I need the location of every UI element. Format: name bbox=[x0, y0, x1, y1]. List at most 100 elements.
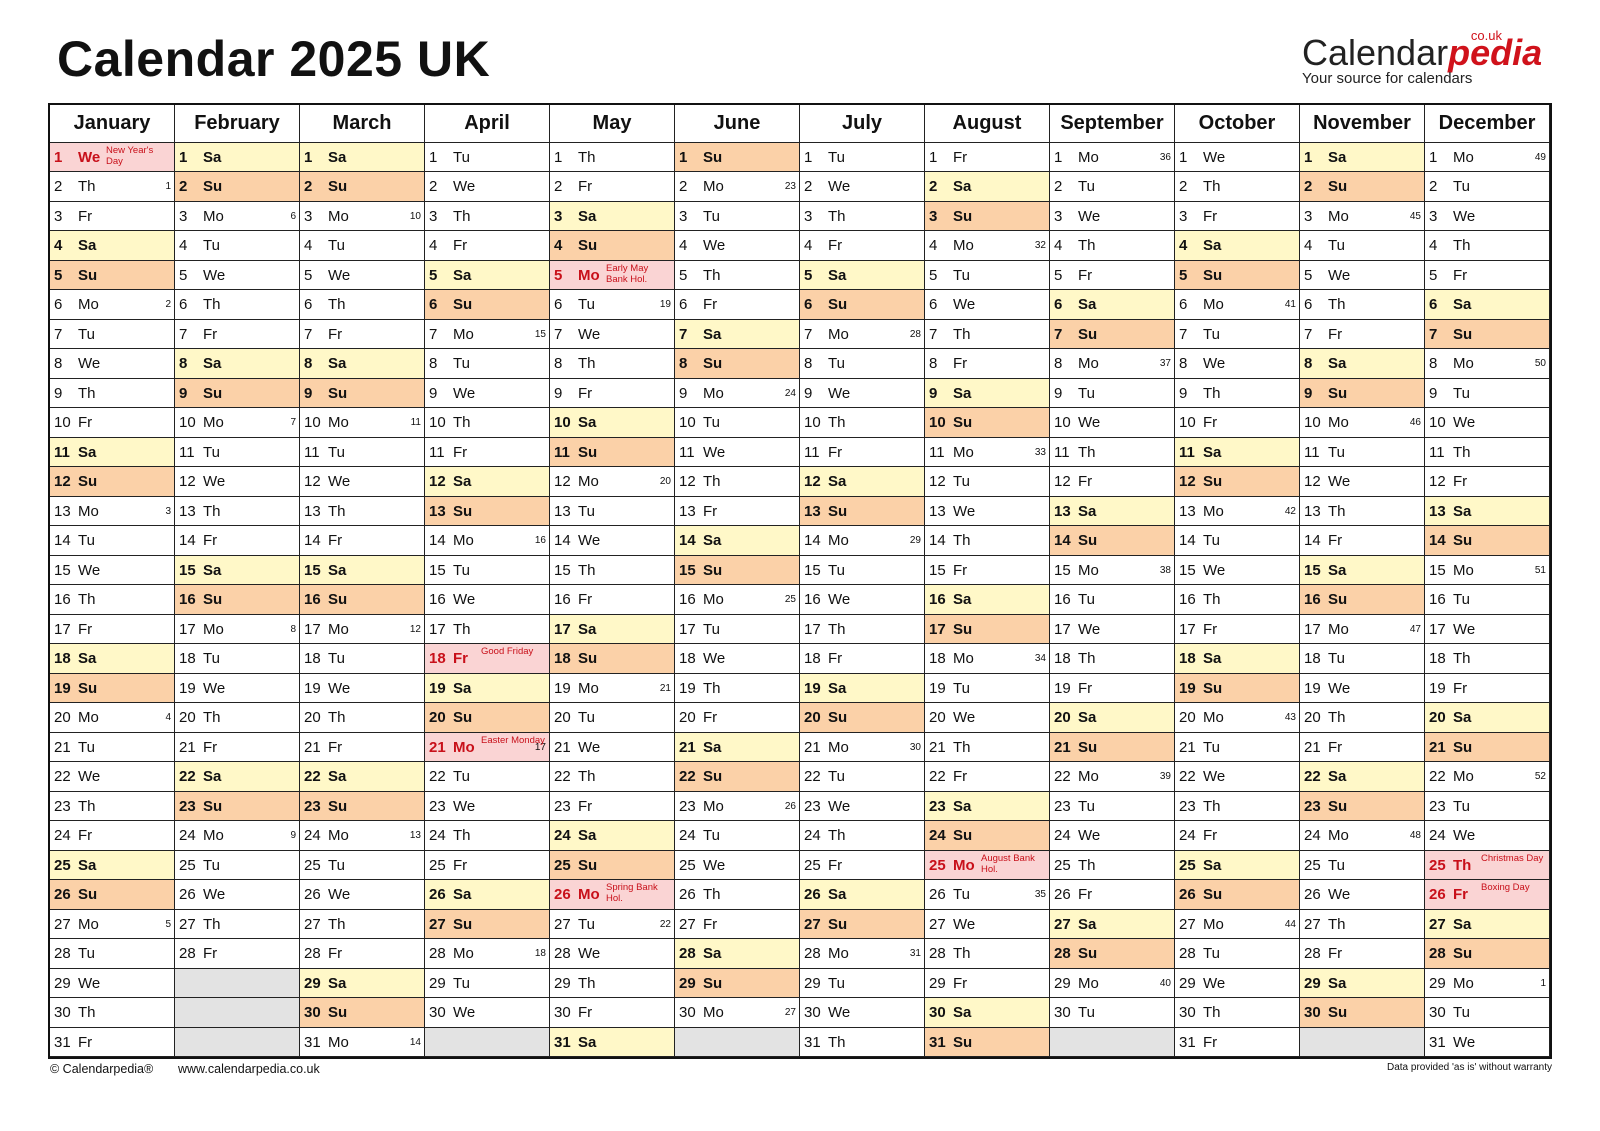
day-cell: 8 We bbox=[1175, 349, 1300, 379]
day-cell: 14 Mo 16 bbox=[425, 526, 550, 556]
weekday: Th bbox=[78, 178, 96, 196]
day-cell: 17 We bbox=[1050, 614, 1175, 645]
weekday: Mo bbox=[1078, 149, 1099, 166]
day-number: 2 bbox=[179, 178, 188, 196]
day-number: 1 bbox=[304, 149, 313, 166]
day-cell: 13 Fr bbox=[675, 496, 800, 527]
weekday: Tu bbox=[203, 237, 220, 255]
day-cell: 20 Su bbox=[800, 703, 925, 733]
day-number: 18 bbox=[54, 650, 71, 668]
day-cell: 4 Su bbox=[550, 231, 675, 261]
day-number: 14 bbox=[1179, 532, 1196, 550]
day-cell: 11 Fr bbox=[425, 437, 550, 468]
day-cell: 21 Tu bbox=[1175, 732, 1300, 763]
weekday: Tu bbox=[1078, 1004, 1095, 1022]
weekday: Su bbox=[78, 679, 98, 697]
day-number: 30 bbox=[554, 1004, 571, 1022]
day-cell: 19 Fr bbox=[1050, 673, 1175, 704]
day-number: 31 bbox=[804, 1033, 821, 1051]
day-number: 27 bbox=[304, 915, 321, 933]
weekday: We bbox=[1328, 266, 1351, 284]
day-cell: 18 Th bbox=[1425, 644, 1550, 674]
day-number: 9 bbox=[929, 384, 938, 402]
weekday: Th bbox=[1203, 591, 1221, 609]
weekday: Sa bbox=[328, 355, 347, 373]
day-cell: 8 Fr bbox=[925, 349, 1050, 379]
day-number: 18 bbox=[179, 650, 196, 668]
weekday: Tu bbox=[453, 974, 470, 992]
day-number: 16 bbox=[554, 591, 571, 609]
day-number: 10 bbox=[679, 414, 696, 432]
weekday: Sa bbox=[1203, 856, 1222, 874]
weekday: Fr bbox=[78, 414, 93, 432]
day-cell: 1 Su bbox=[675, 143, 800, 173]
logo: Calendarpedia co.uk Your source for cale… bbox=[1302, 28, 1552, 87]
day-cell: 21 Su bbox=[1425, 732, 1550, 763]
weekday: Tu bbox=[78, 738, 95, 756]
weekday: Su bbox=[1203, 266, 1223, 284]
week-number: 28 bbox=[909, 328, 921, 340]
week-number: 15 bbox=[534, 328, 546, 340]
weekday: We bbox=[453, 384, 476, 402]
day-cell: 25 Mo August Bank Hol. bbox=[925, 850, 1050, 881]
day-number: 22 bbox=[1304, 768, 1321, 786]
day-number: 6 bbox=[1179, 296, 1188, 314]
weekday: We bbox=[453, 1004, 476, 1022]
day-cell: 14 Th bbox=[925, 526, 1050, 556]
day-number: 10 bbox=[179, 414, 196, 432]
day-number: 9 bbox=[1054, 384, 1063, 402]
weekday: Fr bbox=[703, 502, 718, 520]
day-number: 11 bbox=[1429, 443, 1445, 461]
day-number: 25 bbox=[179, 856, 196, 874]
website[interactable]: www.calendarpedia.co.uk bbox=[178, 1062, 320, 1076]
weekday: We bbox=[1078, 414, 1101, 432]
day-cell: 5 Sa bbox=[425, 260, 550, 291]
day-number: 20 bbox=[679, 709, 696, 727]
day-cell: 3 Mo 6 bbox=[175, 201, 300, 232]
day-cell: 2 Mo 23 bbox=[675, 172, 800, 202]
day-number: 4 bbox=[1179, 237, 1188, 255]
day-number: 12 bbox=[1429, 473, 1446, 491]
day-cell: 21 Tu bbox=[50, 732, 175, 763]
weekday: Sa bbox=[78, 237, 97, 255]
weekday: Th bbox=[703, 886, 721, 904]
weekday: Su bbox=[703, 355, 723, 373]
day-number: 25 bbox=[554, 856, 571, 874]
weekday: Su bbox=[1078, 945, 1098, 963]
empty-cell bbox=[175, 1027, 300, 1057]
weekday: Su bbox=[1328, 797, 1348, 815]
weekday: Th bbox=[1203, 178, 1221, 196]
day-cell: 5 Th bbox=[675, 260, 800, 291]
day-cell: 26 We bbox=[1300, 880, 1425, 910]
day-cell: 17 Tu bbox=[675, 614, 800, 645]
weekday: Tu bbox=[1078, 384, 1095, 402]
day-cell: 20 Su bbox=[425, 703, 550, 733]
day-cell: 25 Fr bbox=[425, 850, 550, 881]
day-cell: 14 Tu bbox=[50, 526, 175, 556]
day-cell: 15 Th bbox=[550, 555, 675, 586]
day-cell: 18 Tu bbox=[300, 644, 425, 674]
day-number: 3 bbox=[304, 207, 313, 225]
weekday: Th bbox=[703, 473, 721, 491]
weekday: Th bbox=[1203, 797, 1221, 815]
weekday: Sa bbox=[1078, 296, 1097, 314]
weekday: Su bbox=[328, 591, 348, 609]
day-number: 9 bbox=[1429, 384, 1438, 402]
day-cell: 24 Fr bbox=[50, 821, 175, 851]
day-number: 20 bbox=[1429, 709, 1446, 727]
day-cell: 13 Mo 3 bbox=[50, 496, 175, 527]
day-number: 6 bbox=[1429, 296, 1438, 314]
weekday: Fr bbox=[78, 620, 93, 638]
weekday: Sa bbox=[703, 738, 722, 756]
day-number: 24 bbox=[54, 827, 71, 845]
day-number: 24 bbox=[1054, 827, 1071, 845]
day-cell: 19 We bbox=[175, 673, 300, 704]
day-cell: 17 Mo 8 bbox=[175, 614, 300, 645]
day-cell: 24 Th bbox=[425, 821, 550, 851]
day-cell: 21 Th bbox=[925, 732, 1050, 763]
day-cell: 12 We bbox=[300, 467, 425, 497]
weekday: Su bbox=[1203, 679, 1223, 697]
day-number: 21 bbox=[1054, 738, 1071, 756]
weekday: Sa bbox=[703, 945, 722, 963]
weekday: Sa bbox=[78, 443, 97, 461]
